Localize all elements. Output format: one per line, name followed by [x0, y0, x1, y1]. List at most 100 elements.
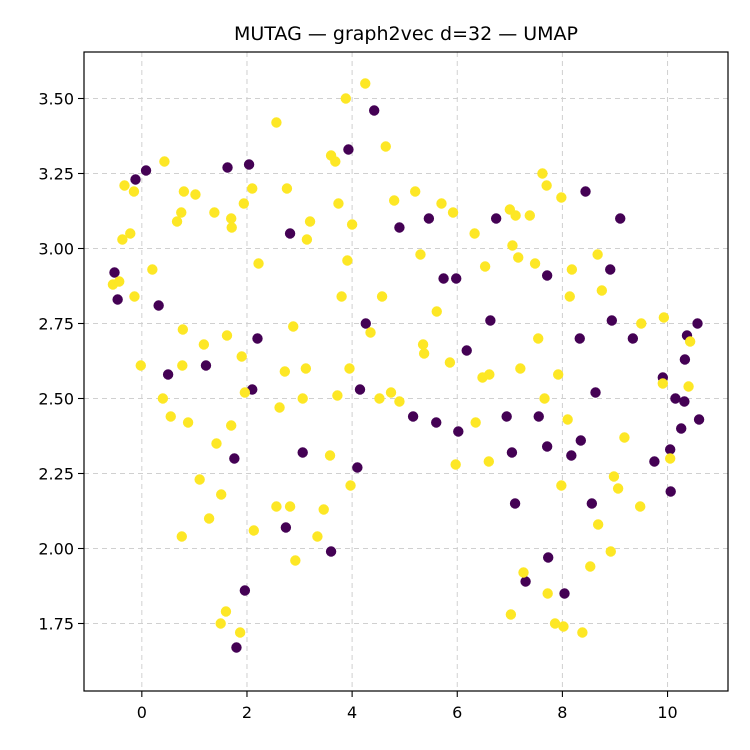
data-point	[252, 333, 263, 344]
data-point	[253, 258, 264, 269]
x-tick-label: 4	[347, 703, 357, 722]
data-point	[125, 228, 136, 239]
data-point	[683, 381, 694, 392]
data-point	[431, 417, 442, 428]
y-tick-label: 2.00	[38, 540, 74, 559]
data-point	[692, 318, 703, 329]
data-point	[606, 315, 618, 326]
data-point	[159, 156, 170, 167]
data-point	[234, 627, 246, 638]
data-point	[453, 426, 464, 437]
data-point	[585, 561, 596, 572]
data-point	[114, 276, 125, 287]
data-point	[451, 273, 462, 284]
data-point	[586, 498, 598, 509]
data-point	[388, 195, 400, 206]
data-point	[200, 360, 212, 371]
data-point	[635, 501, 646, 512]
data-point	[360, 78, 371, 89]
data-point	[657, 378, 669, 389]
data-point	[203, 513, 215, 524]
data-point	[533, 333, 544, 344]
data-point	[566, 264, 578, 275]
data-point	[140, 165, 152, 176]
data-point	[177, 324, 189, 335]
data-point	[509, 498, 521, 509]
data-point	[330, 156, 341, 167]
data-point	[344, 363, 355, 374]
x-tick-label: 6	[452, 703, 462, 722]
data-point	[374, 393, 385, 404]
axes: 0 2 4 6 8 10 1.75 2.00 2.25 2.50 2.75 3.00 3.25 3.50	[38, 90, 677, 723]
data-point	[590, 387, 601, 398]
data-point	[365, 327, 376, 338]
data-point	[345, 480, 356, 491]
data-point	[410, 186, 421, 197]
data-point	[549, 618, 561, 629]
data-point	[484, 369, 495, 380]
y-tick-label: 3.00	[38, 240, 74, 259]
data-point	[444, 357, 456, 368]
data-point	[325, 546, 337, 557]
data-point	[376, 291, 388, 302]
data-point	[229, 453, 240, 464]
data-point	[605, 264, 616, 275]
data-point	[543, 552, 554, 563]
data-point	[649, 456, 660, 467]
data-point	[436, 198, 447, 209]
data-point	[220, 606, 232, 617]
data-point	[165, 411, 176, 422]
data-point	[556, 192, 567, 203]
data-point	[248, 525, 260, 536]
data-point	[537, 168, 548, 179]
data-point	[318, 504, 329, 515]
data-point	[239, 387, 251, 398]
x-tick-label: 8	[557, 703, 567, 722]
data-point	[562, 414, 573, 425]
data-point	[541, 270, 553, 281]
data-point	[490, 213, 502, 224]
data-point	[507, 240, 518, 251]
data-point	[541, 441, 553, 452]
data-point	[226, 213, 237, 224]
data-point	[559, 588, 570, 599]
data-point	[380, 141, 391, 152]
data-point	[513, 252, 524, 263]
data-point	[274, 402, 285, 413]
data-point	[574, 333, 585, 344]
data-point	[247, 183, 258, 194]
data-point	[505, 609, 517, 620]
data-point	[304, 216, 316, 227]
data-point	[239, 585, 251, 596]
data-point	[524, 210, 536, 221]
data-point	[178, 186, 190, 197]
data-point	[461, 345, 472, 356]
data-point	[297, 393, 308, 404]
data-point	[615, 213, 626, 224]
data-point	[281, 183, 293, 194]
data-point	[612, 483, 624, 494]
data-point	[216, 489, 227, 500]
data-point	[676, 423, 687, 434]
data-point	[231, 642, 242, 653]
data-point	[418, 348, 430, 359]
x-tick-label: 10	[657, 703, 677, 722]
data-point	[226, 222, 237, 233]
data-point	[209, 207, 220, 218]
data-point	[575, 435, 586, 446]
data-point	[541, 180, 552, 191]
data-point	[346, 219, 358, 230]
data-point	[438, 273, 449, 284]
data-point	[539, 393, 550, 404]
data-point	[177, 360, 188, 371]
data-point	[485, 315, 496, 326]
data-point	[215, 618, 226, 629]
data-point	[469, 228, 480, 239]
data-point	[542, 588, 553, 599]
plot-frame	[83, 51, 729, 692]
data-point	[176, 207, 187, 218]
data-point	[342, 255, 353, 266]
data-point	[171, 216, 183, 227]
data-point	[470, 417, 481, 428]
